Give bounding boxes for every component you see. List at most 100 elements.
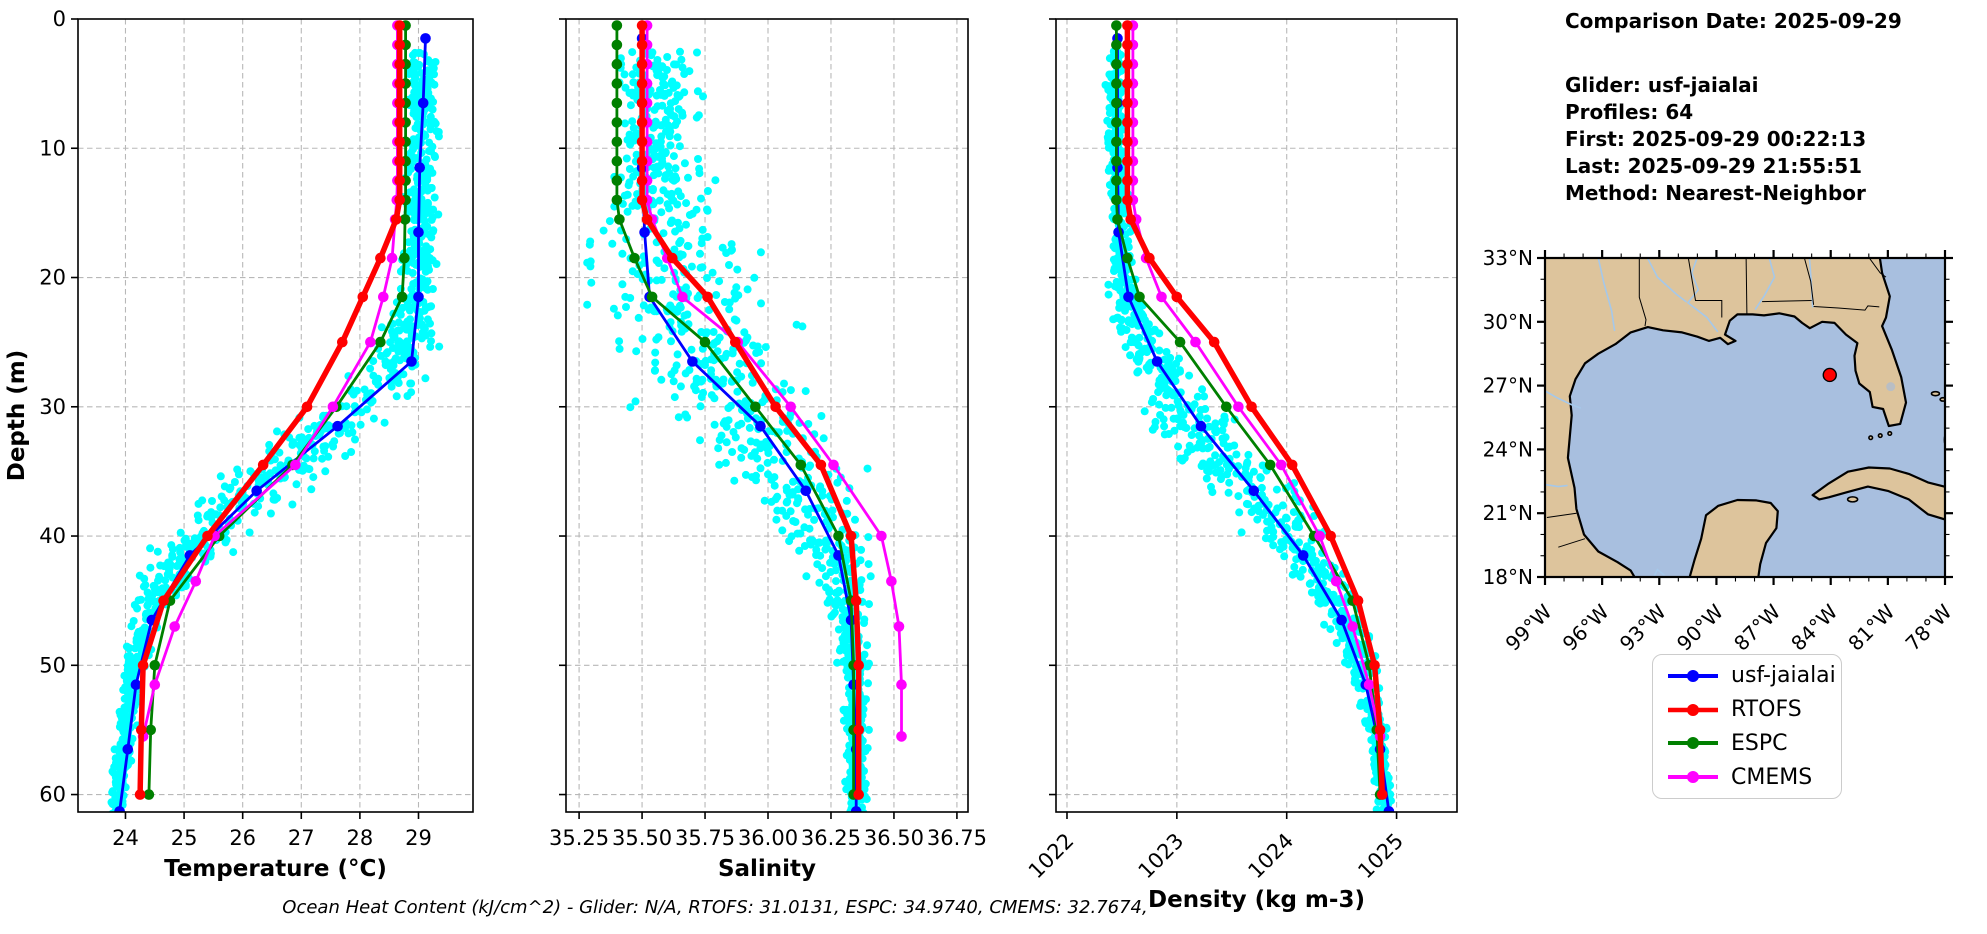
map-state-border (1813, 305, 1880, 311)
method-text: Method: Nearest-Neighbor (1565, 181, 1866, 205)
x-tick-label: 1023 (1134, 829, 1189, 884)
map-lon-tick-label: 90°W (1672, 599, 1728, 655)
y-tick-label: 60 (39, 783, 66, 807)
x-tick-label: 36.00 (738, 826, 798, 850)
x-tick-label: 26 (229, 826, 256, 850)
x-tick-label: 36.25 (801, 826, 861, 850)
series-rtofs-line (636, 20, 864, 800)
axes-box (77, 18, 474, 813)
map-island (1868, 435, 1874, 441)
map-lon-tick-label: 84°W (1786, 599, 1842, 655)
temperature-axis-label: Temperature (°C) (164, 856, 387, 882)
comparison-date-text: Comparison Date: 2025-09-29 (1565, 9, 1902, 33)
map-lat-tick-label: 21°N (1483, 501, 1533, 525)
map-state-border (1558, 538, 1586, 548)
map-island (1846, 496, 1859, 503)
x-tick-label: 36.75 (927, 826, 987, 850)
glider-scatter-cloud (583, 47, 875, 812)
map-state-border (1745, 258, 1748, 315)
map-lon-tick-label: 87°W (1729, 599, 1785, 655)
series-cmems-line (137, 20, 403, 742)
x-tick-label: 35.50 (612, 826, 672, 850)
x-tick-label: 24 (112, 826, 139, 850)
glider-scatter-cloud (1101, 47, 1395, 812)
density-axis-label: Density (kg m-3) (1148, 887, 1365, 913)
map-island (1930, 390, 1941, 397)
series-usf-jaialai-line (114, 33, 431, 812)
y-tick-label: 20 (39, 266, 66, 290)
salinity-profile-panel: 35.25 35.50 35.75 36.00 36.25 36.50 36.75 Salin… (549, 18, 987, 882)
x-tick-label: 27 (288, 826, 315, 850)
map-island (1887, 430, 1893, 437)
x-tick-label: 1022 (1024, 829, 1079, 884)
map-state-border (1546, 512, 1577, 518)
legend-label: CMEMS (1731, 764, 1813, 790)
x-tick-label: 36.50 (864, 826, 924, 850)
map-frame (1543, 256, 1947, 579)
density-profile-panel: 1022 1023 1024 1025 Density (kg m-3) (1024, 18, 1458, 913)
map-river (1545, 390, 1581, 409)
salinity-axis-label: Salinity (718, 856, 816, 882)
series-cmems-line (641, 20, 907, 742)
map-lon-tick-label: 78°W (1901, 599, 1957, 655)
gulf-of-mexico-map: 99°W 96°W 93°W 90°W 87°W 84°W 81°W 78°W 33°N 30°N… (1483, 246, 1957, 656)
map-state-border (1687, 258, 1723, 318)
map-river (1686, 258, 1719, 333)
y-tick-label: 0 (53, 7, 66, 31)
x-tick-label: 25 (171, 826, 198, 850)
first-profile-time-text: First: 2025-09-29 00:22:13 (1565, 127, 1867, 151)
axes-box (1055, 18, 1458, 813)
map-land-cuba (1811, 466, 1945, 521)
ohc-caption: Ocean Heat Content (kJ/cm^2) - Glider: N… (282, 897, 1148, 918)
x-tick-label: 29 (405, 826, 432, 850)
map-lat-tick-label: 24°N (1483, 437, 1533, 461)
map-lon-tick-label: 81°W (1843, 599, 1899, 655)
depth-axis-label: Depth (m) (4, 350, 30, 482)
legend-item-cmems: CMEMS (1653, 760, 1841, 794)
map-lat-tick-label: 18°N (1483, 565, 1533, 589)
map-land-yucatan (1688, 498, 1779, 577)
map-river (1545, 483, 1568, 488)
legend-box: usf-jaialai RTOFS ESPC CMEMS (1652, 654, 1842, 799)
map-river (1646, 258, 1687, 303)
legend-label: RTOFS (1731, 697, 1802, 723)
last-profile-time-text: Last: 2025-09-29 21:55:51 (1565, 154, 1863, 178)
map-lat-tick-label: 30°N (1483, 310, 1533, 334)
glider-scatter-cloud (107, 48, 444, 812)
map-state-border (1762, 300, 1812, 303)
profiles-count-text: Profiles: 64 (1565, 100, 1694, 124)
legend-label: usf-jaialai (1731, 663, 1836, 689)
map-lon-tick-label: 99°W (1501, 599, 1557, 655)
map-river (1754, 258, 1776, 310)
y-tick-label: 10 (39, 136, 66, 160)
glider-location-marker (1822, 367, 1837, 383)
x-tick-label: 1024 (1243, 829, 1298, 884)
map-lat-tick-label: 27°N (1483, 374, 1533, 398)
legend-item-espc: ESPC (1653, 727, 1841, 761)
map-state-border (1803, 258, 1815, 305)
map-state-border (1868, 258, 1887, 278)
x-tick-label: 1025 (1353, 829, 1408, 884)
map-island (1939, 396, 1945, 402)
y-tick-label: 30 (39, 395, 66, 419)
map-island (1877, 432, 1883, 439)
axes-box (565, 18, 969, 813)
legend-line-sample-rtofs (1668, 703, 1718, 716)
map-river (1652, 568, 1665, 577)
series-rtofs-line (1122, 20, 1388, 800)
legend-item-rtofs: RTOFS (1653, 693, 1841, 727)
map-lon-tick-label: 96°W (1558, 599, 1614, 655)
y-tick-label: 40 (39, 524, 66, 548)
temperature-profile-panel: 24 25 26 27 28 29 0 10 20 30 40 50 60 Temperature (°C… (4, 7, 474, 882)
map-lake-okeechobee (1886, 382, 1896, 392)
x-tick-label: 28 (347, 826, 374, 850)
map-river (1597, 258, 1616, 332)
map-lon-tick-label: 93°W (1615, 599, 1671, 655)
map-land-mainland (1545, 258, 1908, 577)
legend-line-sample-usf (1668, 669, 1718, 682)
legend-line-sample-espc (1668, 737, 1718, 750)
legend-label: ESPC (1731, 730, 1788, 756)
x-tick-label: 35.75 (675, 826, 735, 850)
